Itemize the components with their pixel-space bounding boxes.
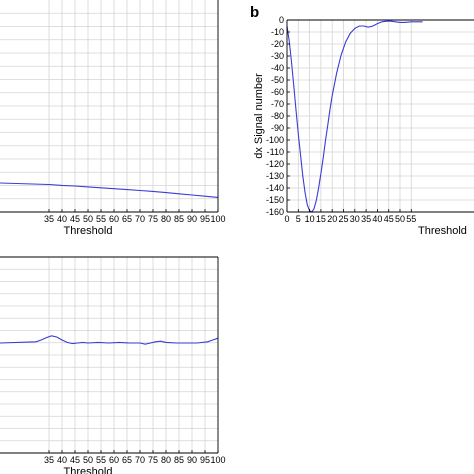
panel-c-xtick-label-9: 80 [161, 455, 171, 465]
panel-c-xtick-label-3: 50 [83, 455, 93, 465]
panel-a-xtick-label-13: 100 [210, 214, 225, 224]
panel-a-xtick-label-3: 50 [83, 214, 93, 224]
panel-b-series [286, 20, 423, 213]
panel-c-xtick-label-7: 70 [135, 455, 145, 465]
panel-b-xtick-label-8: 40 [372, 214, 382, 224]
panel-a-xtick-label-10: 85 [174, 214, 184, 224]
panel-c-series-line-0 [0, 335, 219, 345]
panel-c-x-axis-label: Threshold [64, 466, 113, 474]
panel-b-xtick-label-10: 50 [395, 214, 405, 224]
panel-a-xtick-label-12: 95 [200, 214, 210, 224]
panel-c-xtick-label-11: 90 [187, 455, 197, 465]
panel-a-xtick-label-2: 45 [70, 214, 80, 224]
panel-c-gridlines [0, 257, 219, 453]
panel-a-xtick-label-8: 75 [148, 214, 158, 224]
panel-b-xtick-label-2: 10 [305, 214, 315, 224]
panel-b-x-axis-label: Threshold [418, 225, 467, 237]
panel-b-xtick-label-0: 0 [284, 214, 289, 224]
panel-b-dx-signal-number: b 0 5 10 15 20 25 30 35 40 45 50 55 0-10-20-30-40-5… [250, 4, 474, 237]
panel-c-xtick-label-12: 95 [200, 455, 210, 465]
panel-a-x-tick-labels: 35 40 45 50 55 60 65 70 75 80 85 90 95 100 [44, 214, 226, 224]
panel-a-xtick-label-6: 65 [122, 214, 132, 224]
panel-c-frame [0, 256, 219, 454]
panel-b-ytick-label-10: -100 [266, 135, 284, 145]
panel-b-x-tick-labels: 0 5 10 15 20 25 30 35 40 45 50 55 [284, 214, 416, 224]
panel-b-xtick-label-6: 30 [350, 214, 360, 224]
panel-c-xtick-label-1: 40 [57, 455, 67, 465]
panel-b-ytick-label-14: -140 [266, 183, 284, 193]
panel-b-ytick-label-3: -30 [271, 51, 284, 61]
panel-c-xtick-label-10: 85 [174, 455, 184, 465]
panel-b-ytick-label-2: -20 [271, 39, 284, 49]
panel-b-xtick-label-3: 15 [316, 214, 326, 224]
panel-a-threshold-decline: 35 40 45 50 55 60 65 70 75 80 85 90 95 100 Threshold [0, 0, 226, 237]
panel-a-x-axis-label: Threshold [64, 225, 113, 237]
panel-b-ytick-label-7: -70 [271, 99, 284, 109]
panel-b-xtick-label-4: 20 [327, 214, 337, 224]
panel-b-series-line-0 [286, 20, 423, 213]
panel-b-ytick-label-15: -150 [266, 195, 284, 205]
panel-b-ytick-label-0: 0 [279, 15, 284, 25]
panel-a-frame [0, 0, 219, 213]
panel-a-xtick-label-4: 55 [96, 214, 106, 224]
panel-b-ytick-label-12: -120 [266, 159, 284, 169]
panel-b-ytick-label-4: -40 [271, 63, 284, 73]
panel-b-letter: b [250, 4, 259, 21]
panel-b-gridlines [286, 19, 474, 213]
panel-a-xtick-label-11: 90 [187, 214, 197, 224]
panel-c-xtick-label-13: 100 [210, 455, 225, 465]
panel-c-xtick-label-4: 55 [96, 455, 106, 465]
panel-b-xtick-label-11: 55 [406, 214, 416, 224]
panel-b-y-axis-label: dx Signal number [253, 73, 265, 159]
panel-a-gridlines [0, 0, 219, 212]
panel-a-xtick-label-1: 40 [57, 214, 67, 224]
panel-b-ytick-label-13: -130 [266, 171, 284, 181]
panel-a-xtick-label-5: 60 [109, 214, 119, 224]
panel-b-ytick-label-9: -90 [271, 123, 284, 133]
panel-c-xtick-label-8: 75 [148, 455, 158, 465]
panel-c-series [0, 335, 219, 345]
panel-b-xtick-label-7: 35 [361, 214, 371, 224]
panel-a-series [0, 182, 219, 198]
panel-b-ytick-label-5: -50 [271, 75, 284, 85]
panel-c-xtick-label-2: 45 [70, 455, 80, 465]
panel-a-series-line-0 [0, 182, 219, 198]
panel-c-x-tick-labels: 35 40 45 50 55 60 65 70 75 80 85 90 95 100 [44, 455, 226, 465]
panel-b-ytick-label-8: -80 [271, 111, 284, 121]
panel-b-ytick-label-1: -10 [271, 27, 284, 37]
panel-a-xtick-label-0: 35 [44, 214, 54, 224]
panel-a-xtick-label-7: 70 [135, 214, 145, 224]
panel-b-y-tick-labels: 0 -10 -20 -30 -40 -50 -60 -70 -80 -90 -100 -110 -120… [266, 15, 284, 217]
panel-b-xtick-label-1: 5 [296, 214, 301, 224]
panel-c-xtick-label-0: 35 [44, 455, 54, 465]
panel-b-ytick-label-11: -110 [267, 147, 284, 157]
panel-b-ytick-label-16: -160 [266, 207, 284, 217]
panel-b-frame [286, 19, 474, 213]
panel-b-ytick-label-6: -60 [271, 87, 284, 97]
panel-a-xtick-label-9: 80 [161, 214, 171, 224]
panel-b-xtick-label-9: 45 [384, 214, 394, 224]
panel-b-xtick-label-5: 25 [338, 214, 348, 224]
panel-c-xtick-label-6: 65 [122, 455, 132, 465]
panel-c-threshold-flat: 35 40 45 50 55 60 65 70 75 80 85 90 95 100 Threshold [0, 256, 226, 474]
panel-c-xtick-label-5: 60 [109, 455, 119, 465]
